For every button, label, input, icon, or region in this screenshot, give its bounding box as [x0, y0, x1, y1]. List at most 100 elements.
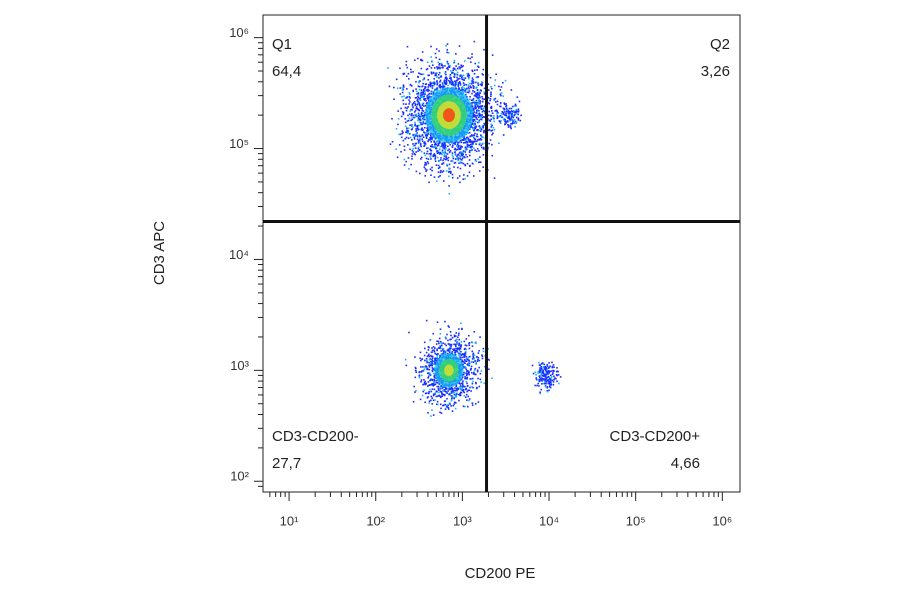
x-tick-label: 10⁶ — [712, 513, 732, 528]
event-dot — [448, 348, 451, 350]
event-dot — [439, 340, 442, 343]
event-dot — [421, 134, 424, 136]
event-dot — [427, 354, 430, 357]
event-dot — [479, 96, 481, 99]
event-dot — [435, 48, 438, 50]
event-dot — [469, 95, 471, 98]
event-dot — [421, 109, 424, 111]
event-dot — [427, 74, 429, 77]
event-dot — [482, 347, 485, 350]
event-dot — [428, 74, 430, 77]
event-dot — [436, 144, 439, 147]
event-dot — [436, 357, 439, 360]
event-dot — [415, 80, 417, 83]
event-dot — [437, 403, 439, 406]
event-dot — [450, 405, 452, 407]
event-dot — [431, 363, 433, 365]
event-dot — [389, 143, 392, 146]
event-dot — [536, 384, 538, 387]
event-dot — [423, 131, 425, 133]
event-dot — [411, 124, 413, 126]
event-dot — [475, 381, 477, 384]
event-dot — [426, 96, 429, 99]
event-dot — [444, 144, 447, 147]
event-dot — [446, 67, 448, 70]
event-dot — [456, 177, 459, 179]
event-dot — [455, 349, 458, 352]
event-dot — [430, 158, 432, 160]
event-dot — [535, 377, 538, 379]
event-dot — [412, 134, 415, 136]
event-dot — [472, 84, 474, 87]
event-dot — [513, 105, 516, 107]
event-dot — [429, 168, 432, 171]
event-dot — [414, 391, 416, 393]
event-dot — [547, 380, 549, 383]
event-dot — [439, 81, 441, 83]
event-dot — [423, 142, 426, 145]
event-dot — [442, 180, 445, 182]
event-dot — [408, 117, 411, 119]
event-dot — [449, 64, 451, 67]
event-dot — [431, 388, 434, 391]
event-dot — [419, 118, 422, 120]
event-dot — [436, 150, 439, 152]
event-dot — [508, 112, 511, 115]
event-dot — [477, 100, 480, 103]
event-dot — [470, 79, 473, 82]
event-dot — [434, 74, 436, 77]
event-dot — [456, 84, 459, 86]
event-dot — [410, 85, 413, 87]
event-dot — [426, 161, 429, 163]
event-dot — [466, 382, 468, 385]
event-dot — [465, 393, 468, 396]
event-dot — [500, 113, 503, 115]
event-dot — [493, 117, 495, 120]
event-dot — [442, 145, 445, 148]
event-dot — [420, 112, 423, 115]
event-dot — [460, 161, 463, 164]
event-dot — [422, 390, 425, 393]
event-dot — [453, 393, 456, 396]
event-dot — [478, 112, 481, 115]
event-dot — [446, 392, 448, 395]
event-dot — [415, 96, 418, 99]
event-dot — [445, 81, 448, 83]
event-dot — [463, 391, 466, 394]
event-dot — [403, 164, 406, 166]
event-dot — [467, 74, 469, 77]
event-dot — [470, 367, 472, 370]
event-dot — [452, 62, 455, 64]
quadrant-name: CD3-CD200+ — [610, 428, 701, 445]
event-dot — [487, 114, 490, 117]
event-dot — [513, 119, 516, 121]
event-dot — [483, 116, 486, 118]
event-dot — [511, 105, 514, 108]
event-dot — [466, 162, 469, 165]
event-dot — [436, 340, 438, 342]
event-dot — [415, 90, 418, 93]
event-dot — [537, 382, 540, 385]
event-dot — [446, 51, 448, 54]
event-dot — [444, 65, 446, 67]
event-dot — [396, 156, 399, 159]
event-dot — [425, 359, 428, 362]
event-dot — [427, 133, 429, 135]
event-dot — [459, 161, 462, 163]
event-dot — [442, 84, 445, 87]
event-dot — [434, 142, 437, 144]
event-dot — [448, 326, 450, 328]
event-dot — [432, 332, 435, 335]
event-dot — [509, 120, 511, 122]
event-dot — [482, 74, 484, 76]
event-dot — [465, 372, 467, 374]
event-dot — [446, 66, 449, 69]
event-dot — [420, 113, 423, 116]
event-dot — [472, 80, 474, 83]
event-dot — [458, 87, 460, 89]
event-dot — [546, 376, 548, 379]
event-dot — [541, 377, 543, 379]
event-dot — [467, 57, 469, 59]
event-dot — [498, 120, 501, 122]
event-dot — [517, 108, 520, 111]
